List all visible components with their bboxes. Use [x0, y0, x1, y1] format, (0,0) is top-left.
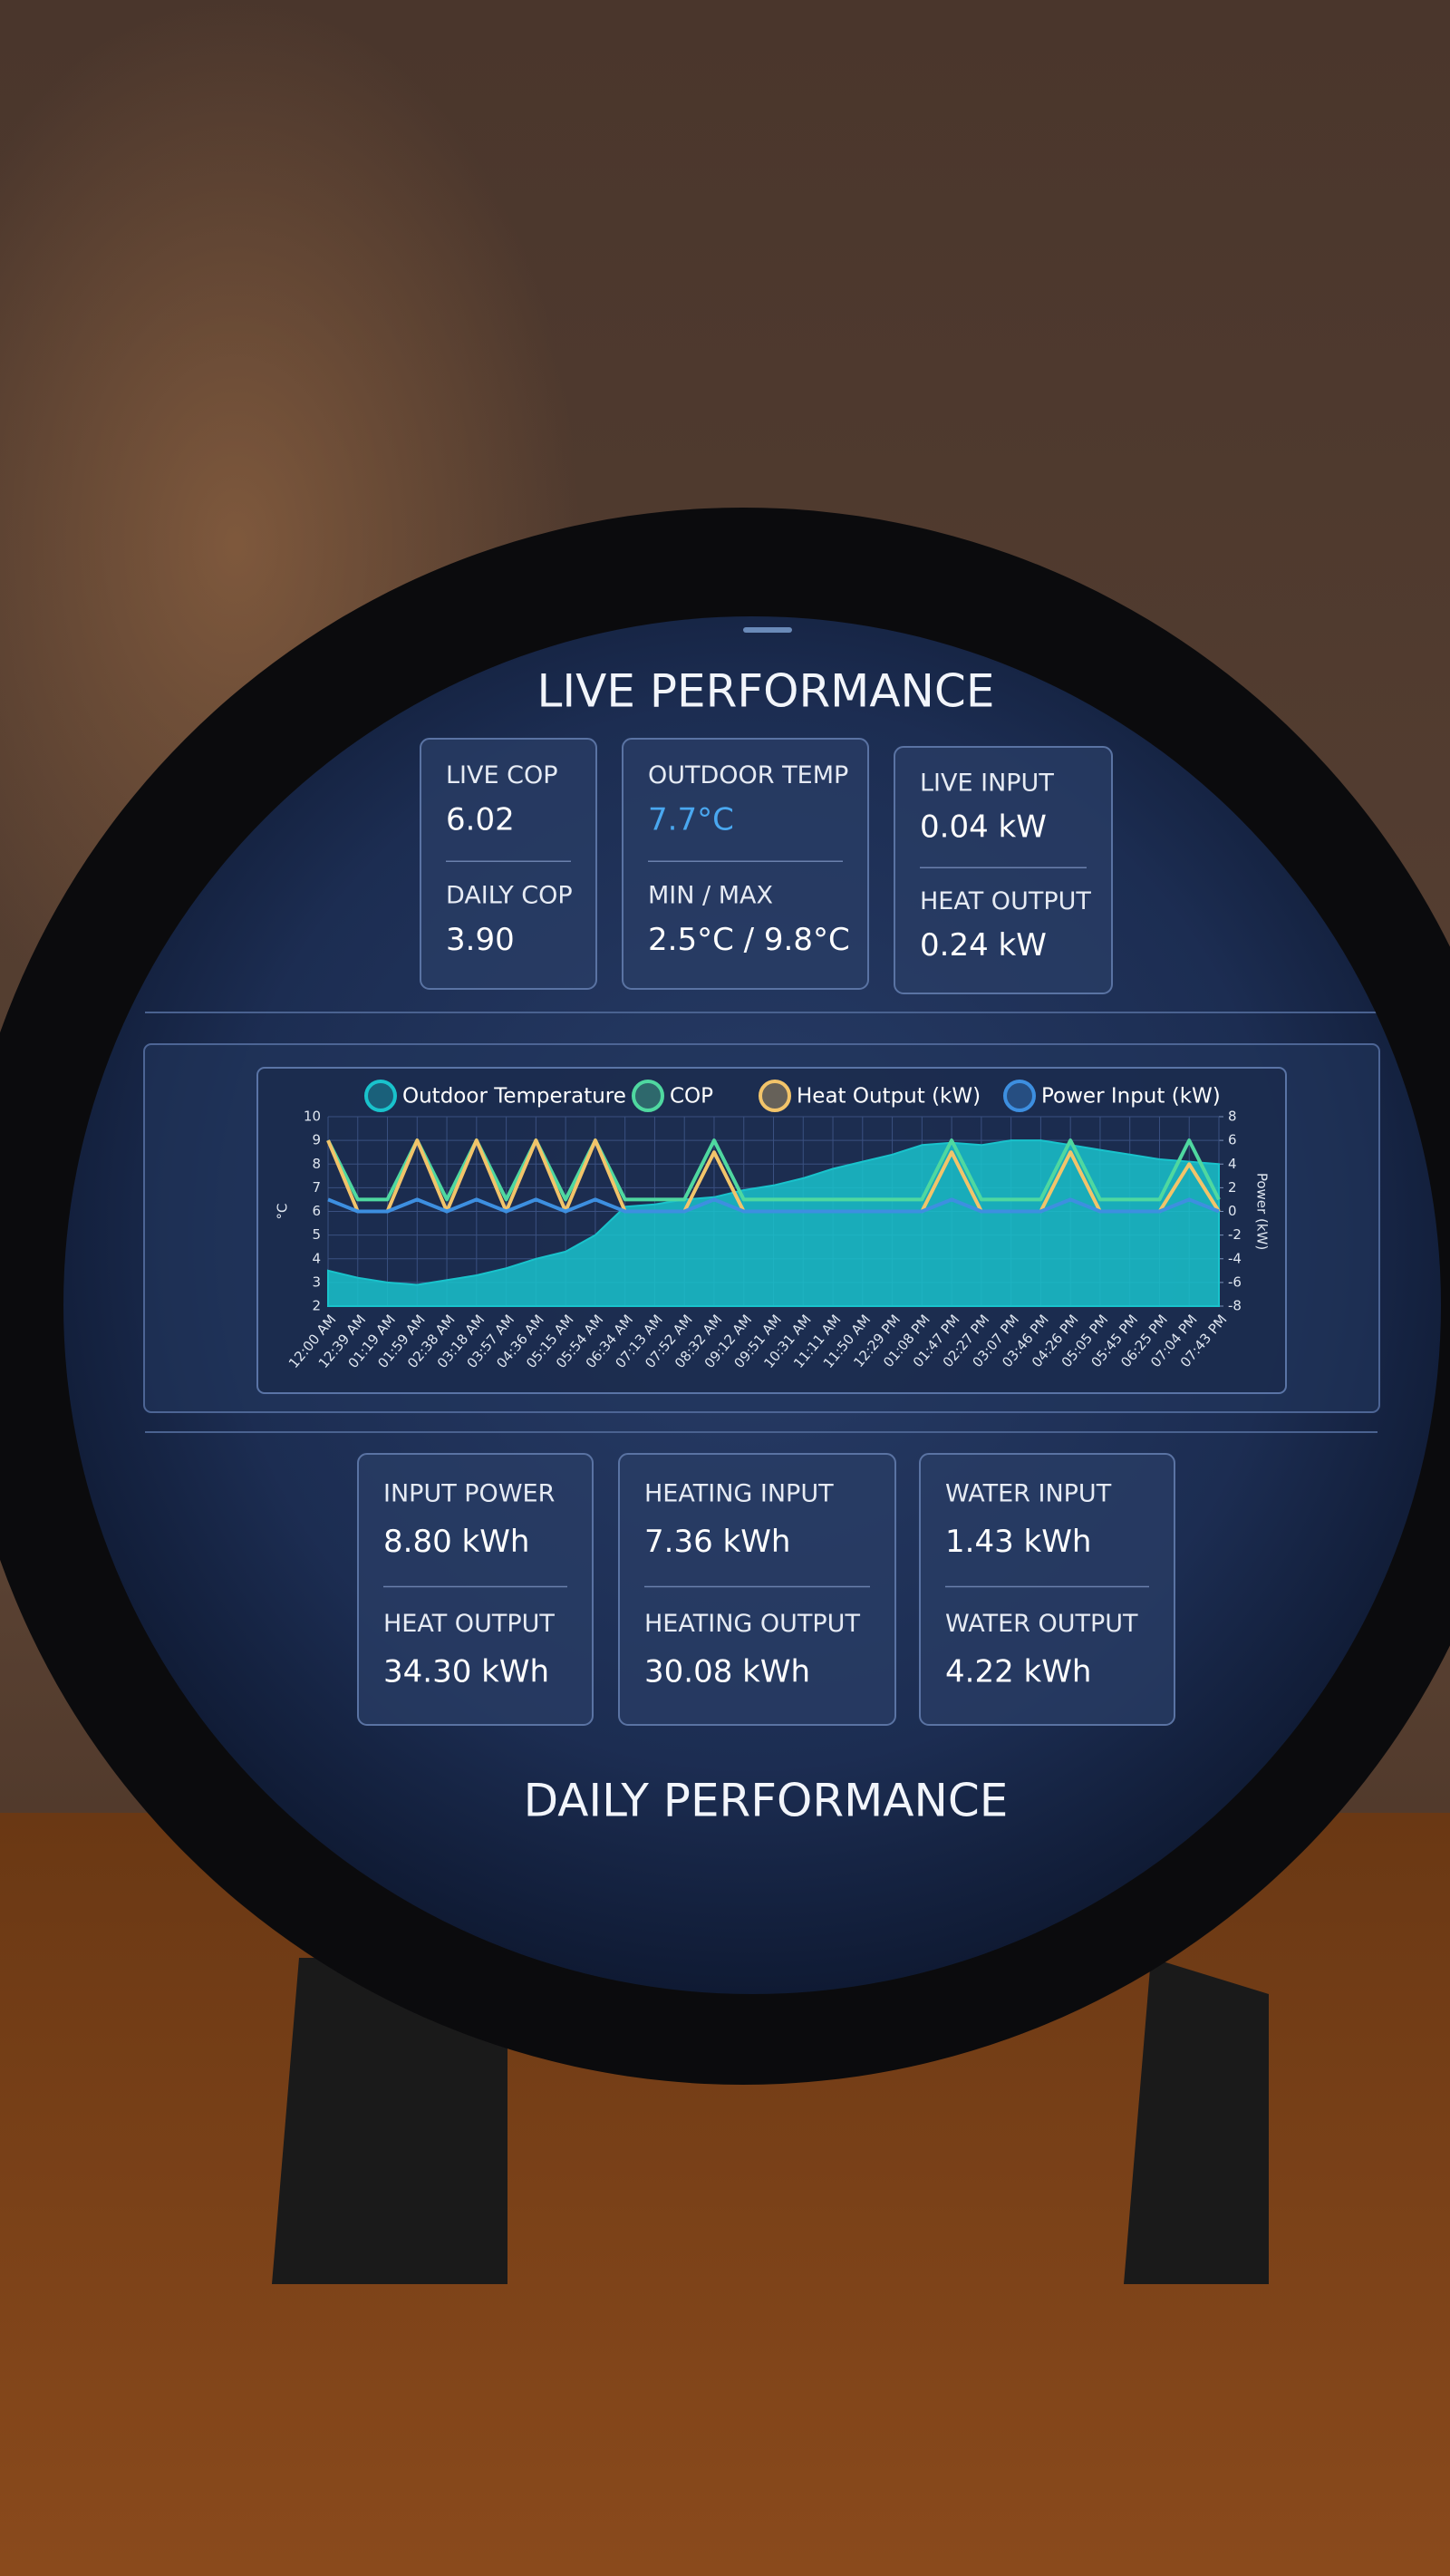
stat-card: [618, 1453, 896, 1726]
card-label: HEAT OUTPUT: [383, 1610, 555, 1638]
legend-label: COP: [670, 1085, 713, 1109]
legend-swatch: [632, 1080, 664, 1112]
card-value: 7.36 kWh: [644, 1524, 790, 1560]
card-value: 0.04 kW: [920, 809, 1047, 845]
stat-card: [919, 1453, 1175, 1726]
y-tick-label: 6: [312, 1203, 321, 1219]
card-label: LIVE COP: [446, 761, 558, 789]
live-title: LIVE PERFORMANCE: [537, 665, 995, 718]
area: [327, 1139, 1220, 1307]
y2-tick-label: -4: [1228, 1250, 1242, 1266]
card-label: HEATING INPUT: [644, 1479, 834, 1507]
card-value: 34.30 kWh: [383, 1654, 549, 1690]
stand-right: [1124, 1958, 1269, 2284]
y2-tick-label: 8: [1228, 1109, 1237, 1125]
y-tick-label: 3: [312, 1273, 321, 1290]
y-tick-label: 8: [312, 1156, 321, 1172]
y2-tick-label: -2: [1228, 1226, 1242, 1243]
stand-left: [272, 1958, 508, 2284]
dashboard: LIVE PERFORMANCE DAILY PERFORMANCE LIVE …: [143, 665, 1380, 1827]
y2-tick-label: 4: [1228, 1156, 1237, 1172]
y2-tick-label: -6: [1228, 1273, 1242, 1290]
card-value: 0.24 kW: [920, 927, 1047, 964]
card-value: 7.7°C: [648, 802, 734, 838]
card-value: 8.80 kWh: [383, 1524, 529, 1560]
legend-label: Heat Output (kW): [797, 1085, 981, 1109]
y-tick-label: 9: [312, 1132, 321, 1148]
card-value: 30.08 kWh: [644, 1654, 810, 1690]
legend-swatch: [759, 1080, 791, 1112]
card-label: WATER OUTPUT: [945, 1610, 1138, 1638]
y-tick-label: 2: [312, 1298, 321, 1314]
legend-label: Power Input (kW): [1041, 1085, 1221, 1109]
card-label: INPUT POWER: [383, 1479, 555, 1507]
line: [327, 1197, 1220, 1214]
card-label: HEATING OUTPUT: [644, 1610, 860, 1638]
card-label: MIN / MAX: [648, 881, 773, 909]
stat-card: [420, 738, 597, 990]
card-value: 4.22 kWh: [945, 1654, 1091, 1690]
card-label: WATER INPUT: [945, 1479, 1112, 1507]
stat-card: [357, 1453, 594, 1726]
daily-title: DAILY PERFORMANCE: [524, 1775, 1009, 1827]
stat-card: [622, 738, 869, 990]
y2-tick-label: -8: [1228, 1298, 1242, 1314]
card-value: 1.43 kWh: [945, 1524, 1091, 1560]
card-label: OUTDOOR TEMP: [648, 761, 848, 789]
y-tick-label: 7: [312, 1179, 321, 1196]
card-label: DAILY COP: [446, 881, 573, 909]
card-value: 3.90: [446, 922, 515, 958]
y-tick-label: 10: [304, 1109, 321, 1125]
y-tick-label: 4: [312, 1250, 321, 1266]
y2-tick-label: 6: [1228, 1132, 1237, 1148]
y-axis-title: °C: [275, 1204, 291, 1220]
y2-axis-title: Power (kW): [1254, 1173, 1271, 1250]
stat-card: [894, 746, 1113, 994]
legend-swatch: [364, 1080, 397, 1112]
card-value: 2.5°C / 9.8°C: [648, 922, 850, 958]
screen-handle: [743, 627, 792, 633]
y2-tick-label: 0: [1228, 1203, 1237, 1219]
legend-label: Outdoor Temperature: [402, 1085, 626, 1109]
y-tick-label: 5: [312, 1226, 321, 1243]
card-value: 6.02: [446, 802, 515, 838]
y2-tick-label: 2: [1228, 1179, 1237, 1196]
card-label: HEAT OUTPUT: [920, 887, 1091, 915]
legend-swatch: [1003, 1080, 1036, 1112]
card-label: LIVE INPUT: [920, 769, 1054, 797]
